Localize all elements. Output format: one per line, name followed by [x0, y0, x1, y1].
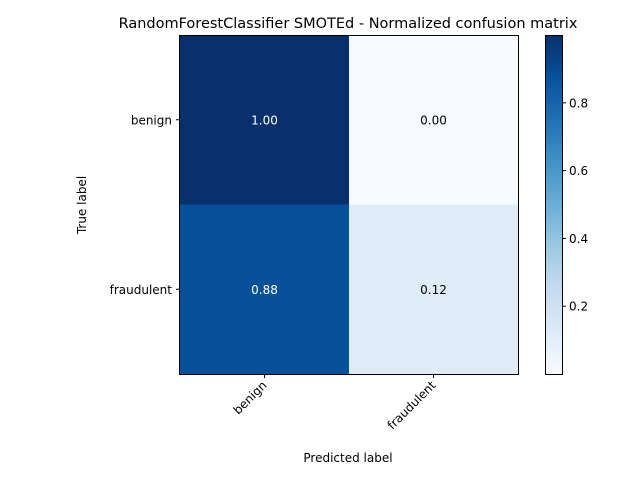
- colorbar-tick-label: 0.4: [569, 232, 588, 246]
- cell-value-label: 0.00: [420, 113, 447, 127]
- x-axis-label: Predicted label: [303, 451, 392, 465]
- colorbar-tick-label: 0.2: [569, 300, 588, 314]
- heatmap-cell: [349, 35, 519, 205]
- colorbar-tick-label: 0.6: [569, 164, 588, 178]
- colorbar-ticks: 0.2 0.4 0.6 0.8: [562, 96, 588, 314]
- heatmap-cells: [180, 35, 519, 375]
- cell-value-label: 0.88: [251, 283, 278, 297]
- heatmap-cell: [180, 35, 350, 205]
- heatmap-cell: [180, 204, 350, 375]
- x-tick-label: fraudulent: [385, 378, 439, 432]
- heatmap-cell: [349, 204, 519, 375]
- y-tick-label: benign: [131, 113, 172, 127]
- heatmap-cell-labels: 1.00 0.00 0.88 0.12: [251, 113, 447, 297]
- x-tick-label: benign: [231, 378, 270, 417]
- y-axis-ticks: benign fraudulent: [110, 113, 180, 297]
- colorbar: [545, 35, 563, 375]
- plot-frame: [179, 35, 519, 375]
- x-axis-ticks: benign fraudulent: [231, 374, 439, 432]
- y-axis-label: True label: [75, 176, 89, 235]
- colorbar-tick-label: 0.8: [569, 96, 588, 110]
- cell-value-label: 1.00: [251, 113, 278, 127]
- chart-title: RandomForestClassifier SMOTEd - Normaliz…: [119, 16, 578, 32]
- y-tick-label: fraudulent: [110, 283, 173, 297]
- cell-value-label: 0.12: [420, 283, 447, 297]
